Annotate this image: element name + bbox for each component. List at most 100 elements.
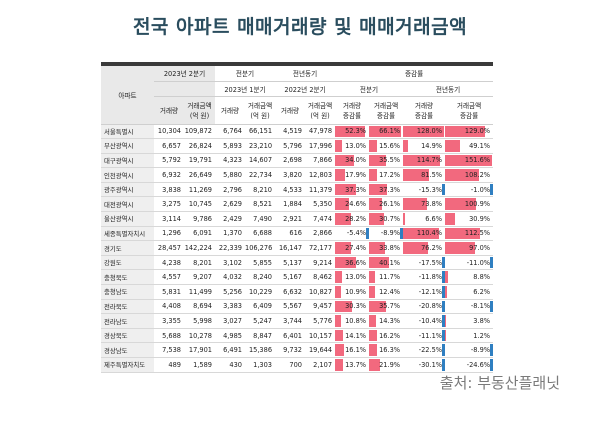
- change-cell-c4: -1.0%: [445, 182, 494, 197]
- header-2023q2-spacer: [154, 81, 215, 97]
- cell-a22: 11,379: [308, 185, 333, 194]
- cell-a22: 5,776: [313, 317, 333, 326]
- cell-a23: 26,649: [188, 171, 212, 180]
- header-2023q2: 2023년 2분기: [154, 66, 215, 82]
- change-value: -8.1%: [470, 302, 491, 311]
- positive-bar: [335, 183, 357, 196]
- change-cell-c2: 16.2%: [369, 328, 403, 343]
- cell-a1: 66,151: [248, 127, 273, 136]
- table-row: 전라남도 3,355 5,998 3,027 5,247 3,744 5,776 10.8% 1…: [101, 313, 494, 329]
- change-cell-c4: 97.0%: [445, 241, 493, 256]
- cell-a1: 8,210: [253, 185, 273, 194]
- region-name: 충청남도: [101, 284, 154, 300]
- cell-a22: 10,827: [308, 287, 333, 296]
- change-cell-c2: 14.3%: [369, 314, 403, 329]
- change-cell-c1: 30.3%: [335, 299, 369, 314]
- change-cell-c3: -11.1%: [403, 328, 446, 343]
- cell-v23: 3,275: [162, 200, 181, 209]
- change-cell-c3: 76.2%: [403, 241, 445, 256]
- change-value: 6.2%: [473, 287, 491, 296]
- change-cell-c2: 37.3%: [369, 182, 403, 197]
- positive-bar: [445, 271, 448, 284]
- change-cell-c3: 14.9%: [403, 139, 445, 154]
- cell-v1: 4,985: [223, 331, 242, 340]
- positive-bar: [369, 125, 402, 138]
- cell-a23: 142,224: [184, 244, 212, 253]
- cell-a1: 5,855: [253, 258, 273, 267]
- cell-v1: 3,027: [223, 317, 242, 326]
- table-row: 광주광역시 3,838 11,269 2,796 8,210 4,533 11,379 37.…: [101, 182, 494, 197]
- header-prev-quarter: 전분기: [215, 66, 276, 82]
- positive-bar: [445, 198, 477, 211]
- change-value: 16.3%: [379, 346, 401, 355]
- cell-a1: 14,607: [248, 156, 273, 165]
- change-cell-c3: 6.6%: [403, 212, 445, 227]
- change-value: 108.2%: [464, 171, 491, 180]
- change-cell-c1: 28.2%: [335, 212, 369, 227]
- cell-v1: 430: [229, 360, 242, 369]
- cell-v23: 4,408: [162, 302, 181, 311]
- change-value: 66.1%: [379, 127, 401, 136]
- change-value: 100.9%: [464, 200, 491, 209]
- change-value: -8.9%: [470, 346, 491, 355]
- cell-v22: 5,567: [283, 302, 303, 311]
- change-value: -15.3%: [418, 185, 443, 194]
- cell-a23: 8,201: [193, 258, 212, 267]
- cell-a22: 19,644: [308, 346, 333, 355]
- cell-v23: 3,355: [162, 317, 181, 326]
- region-name: 전라북도: [101, 299, 154, 314]
- change-value: 128.0%: [416, 127, 443, 136]
- region-name: 울산광역시: [101, 211, 154, 227]
- change-value: 14.9%: [421, 141, 443, 150]
- cell-a23: 109,872: [184, 127, 212, 136]
- col-amt-change: 거래금액 증감률: [445, 96, 494, 125]
- cell-a22: 9,214: [313, 258, 333, 267]
- change-cell-c2: 16.3%: [369, 343, 403, 358]
- change-cell-c1: 36.6%: [335, 255, 369, 270]
- header-2023q1: 2023년 1분기: [215, 81, 276, 97]
- change-cell-c4: -8.9%: [445, 343, 494, 358]
- cell-a23: 26,824: [188, 141, 212, 150]
- col-vol-change: 거래량 증감률: [403, 96, 446, 125]
- region-name: 서울특별시: [101, 124, 154, 139]
- change-cell-c1: 13.0%: [335, 270, 369, 285]
- table-row: 충청남도 5,831 11,499 5,256 10,229 6,632 10,827 10.…: [101, 284, 494, 300]
- cell-v23: 4,238: [162, 258, 181, 267]
- cell-a1: 1,303: [253, 360, 273, 369]
- change-value: -17.5%: [418, 258, 443, 267]
- cell-a22: 8,462: [313, 273, 333, 282]
- change-value: 110.4%: [416, 229, 443, 238]
- change-value: -11.1%: [418, 331, 443, 340]
- negative-bar: [442, 286, 446, 298]
- region-name: 전라남도: [101, 313, 154, 329]
- region-name: 부산광역시: [101, 138, 154, 154]
- change-value: 76.2%: [421, 244, 443, 253]
- change-cell-c2: 12.4%: [369, 285, 403, 300]
- cell-a23: 11,499: [188, 287, 212, 296]
- positive-bar: [369, 329, 377, 342]
- change-value: 3.8%: [473, 317, 491, 326]
- cell-a22: 7,866: [313, 156, 333, 165]
- region-name: 제주특별자치도: [101, 357, 154, 373]
- table-row: 대전광역시 3,275 10,745 2,629 8,521 1,884 5,350 24.6…: [101, 196, 494, 212]
- region-name: 경상남도: [101, 342, 154, 358]
- cell-a22: 47,978: [308, 127, 333, 136]
- positive-bar: [335, 125, 365, 138]
- change-value: 33.8%: [379, 244, 401, 253]
- change-cell-c4: -11.0%: [445, 255, 494, 270]
- cell-a23: 6,091: [193, 229, 212, 238]
- change-cell-c4: 8.8%: [445, 270, 493, 285]
- cell-v23: 3,838: [162, 185, 181, 194]
- cell-a23: 11,269: [188, 185, 212, 194]
- change-value: -10.4%: [418, 317, 443, 326]
- positive-bar: [445, 213, 455, 225]
- table-row: 부산광역시 6,657 26,824 5,893 23,210 5,796 17,996 13…: [101, 138, 494, 154]
- positive-bar: [369, 256, 389, 269]
- negative-bar: [442, 344, 446, 356]
- cell-v23: 28,457: [157, 244, 181, 253]
- change-value: 13.7%: [345, 360, 367, 369]
- cell-v1: 4,032: [223, 273, 242, 282]
- positive-bar: [335, 300, 353, 313]
- region-name: 세종특별자치시: [101, 226, 154, 241]
- change-cell-c4: 49.1%: [445, 139, 493, 154]
